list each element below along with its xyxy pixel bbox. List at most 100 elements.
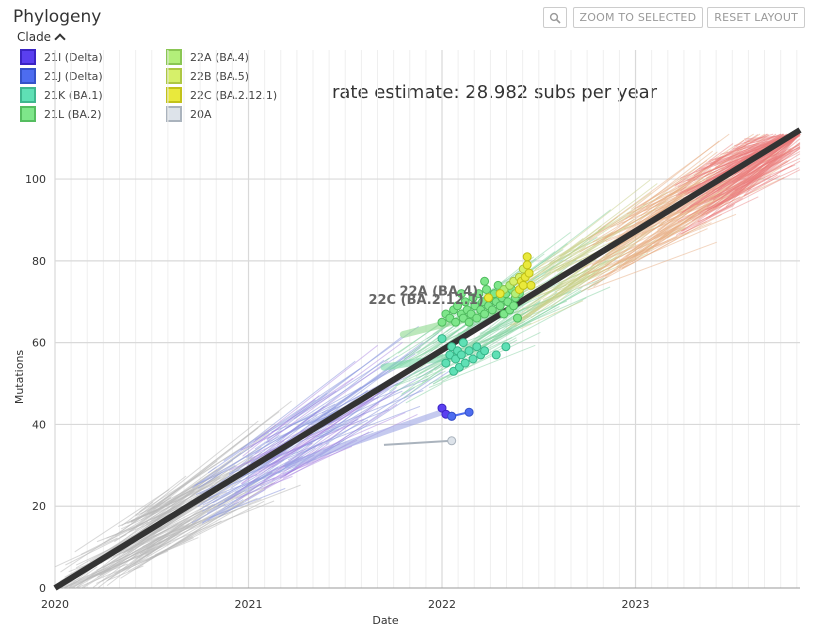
- branch: [628, 192, 687, 218]
- y-axis-label: Mutations: [13, 350, 26, 405]
- toolbar: ZOOM TO SELECTED RESET LAYOUT: [542, 7, 805, 28]
- tip-point: [474, 289, 484, 299]
- branch: [677, 160, 789, 223]
- branch: [707, 164, 793, 211]
- branch: [685, 162, 734, 196]
- branch: [714, 160, 801, 208]
- tip-point: [464, 346, 474, 356]
- legend-item[interactable]: 21K (BA.1): [20, 87, 103, 103]
- branch: [695, 143, 759, 173]
- branch: [700, 133, 801, 200]
- legend-label: 21K (BA.1): [44, 88, 103, 102]
- branch: [720, 134, 801, 199]
- branch: [139, 500, 275, 555]
- branch: [689, 133, 801, 208]
- tip-point: [495, 289, 505, 299]
- tip-point: [460, 358, 470, 368]
- branch: [616, 173, 740, 268]
- branch: [736, 133, 801, 196]
- branch: [706, 167, 800, 211]
- branch: [746, 133, 801, 174]
- branch: [224, 468, 297, 507]
- legend-swatch: [166, 49, 182, 65]
- branch: [212, 441, 323, 504]
- branch: [677, 133, 788, 188]
- branch: [89, 476, 221, 563]
- branch: [706, 156, 783, 208]
- branch: [712, 173, 758, 209]
- branch: [689, 202, 724, 220]
- legend-swatch: [20, 106, 36, 122]
- branch: [726, 154, 778, 192]
- branch: [425, 336, 513, 378]
- branch: [732, 133, 801, 184]
- branch: [710, 151, 801, 199]
- branch: [725, 133, 801, 190]
- branch: [714, 133, 785, 168]
- branch: [719, 138, 801, 205]
- x-tick-label: 2020: [41, 598, 69, 611]
- x-tick-label: 2021: [235, 598, 263, 611]
- tip-point: [484, 293, 493, 303]
- branch: [739, 133, 801, 191]
- branch: [223, 368, 361, 462]
- branch: [734, 149, 775, 175]
- branch: [207, 499, 244, 522]
- branch: [267, 341, 403, 443]
- branch: [701, 153, 780, 216]
- branch: [699, 175, 772, 214]
- branch: [154, 536, 193, 556]
- branch: [114, 550, 169, 575]
- branch: [197, 440, 270, 489]
- tip-point: [522, 260, 532, 270]
- x-tick-label: 2022: [428, 598, 456, 611]
- branch: [122, 503, 216, 554]
- branch: [736, 133, 784, 148]
- grid: [54, 50, 800, 588]
- branch: [622, 228, 708, 266]
- tip-point: [524, 268, 534, 278]
- y-tick-label: 80: [32, 255, 46, 268]
- clade-toggle-label: Clade: [17, 30, 52, 44]
- branch: [674, 143, 734, 187]
- branch: [687, 172, 765, 213]
- tip-point: [487, 305, 497, 315]
- legend-item[interactable]: 22A (BA.4): [166, 49, 249, 65]
- branch: [512, 258, 597, 321]
- branch: [197, 444, 294, 507]
- tip-point: [518, 280, 528, 290]
- branch: [708, 133, 782, 163]
- branch: [590, 195, 699, 278]
- branch: [712, 161, 782, 191]
- tip-point: [480, 346, 490, 356]
- tip-point: [437, 334, 447, 344]
- branch: [747, 133, 801, 168]
- branch: [708, 142, 801, 218]
- branch: [580, 231, 690, 292]
- legend-item[interactable]: 21J (Delta): [20, 68, 103, 84]
- legend-item[interactable]: 21I (Delta): [20, 49, 103, 65]
- legend-item[interactable]: 22B (BA.5): [166, 68, 249, 84]
- branch: [713, 143, 801, 201]
- zoom-icon-button[interactable]: [542, 7, 567, 28]
- legend-item[interactable]: 22C (BA.2.12.1): [166, 87, 277, 103]
- branch: [54, 537, 118, 568]
- branch: [665, 171, 765, 220]
- legend-item[interactable]: 20A: [166, 106, 212, 122]
- branch: [697, 147, 801, 222]
- legend-swatch: [20, 49, 36, 65]
- tip-point: [458, 338, 468, 348]
- y-tick-label: 100: [25, 173, 46, 186]
- clade-legend-toggle[interactable]: Clade: [17, 30, 66, 45]
- branch: [704, 187, 752, 211]
- branch: [108, 522, 197, 565]
- reset-layout-button[interactable]: RESET LAYOUT: [707, 7, 805, 28]
- legend-swatch: [20, 87, 36, 103]
- branch: [687, 156, 722, 182]
- branch: [218, 489, 266, 518]
- zoom-to-selected-button[interactable]: ZOOM TO SELECTED: [572, 7, 704, 28]
- branch: [207, 399, 316, 474]
- branch: [155, 484, 301, 542]
- branch: [715, 177, 746, 191]
